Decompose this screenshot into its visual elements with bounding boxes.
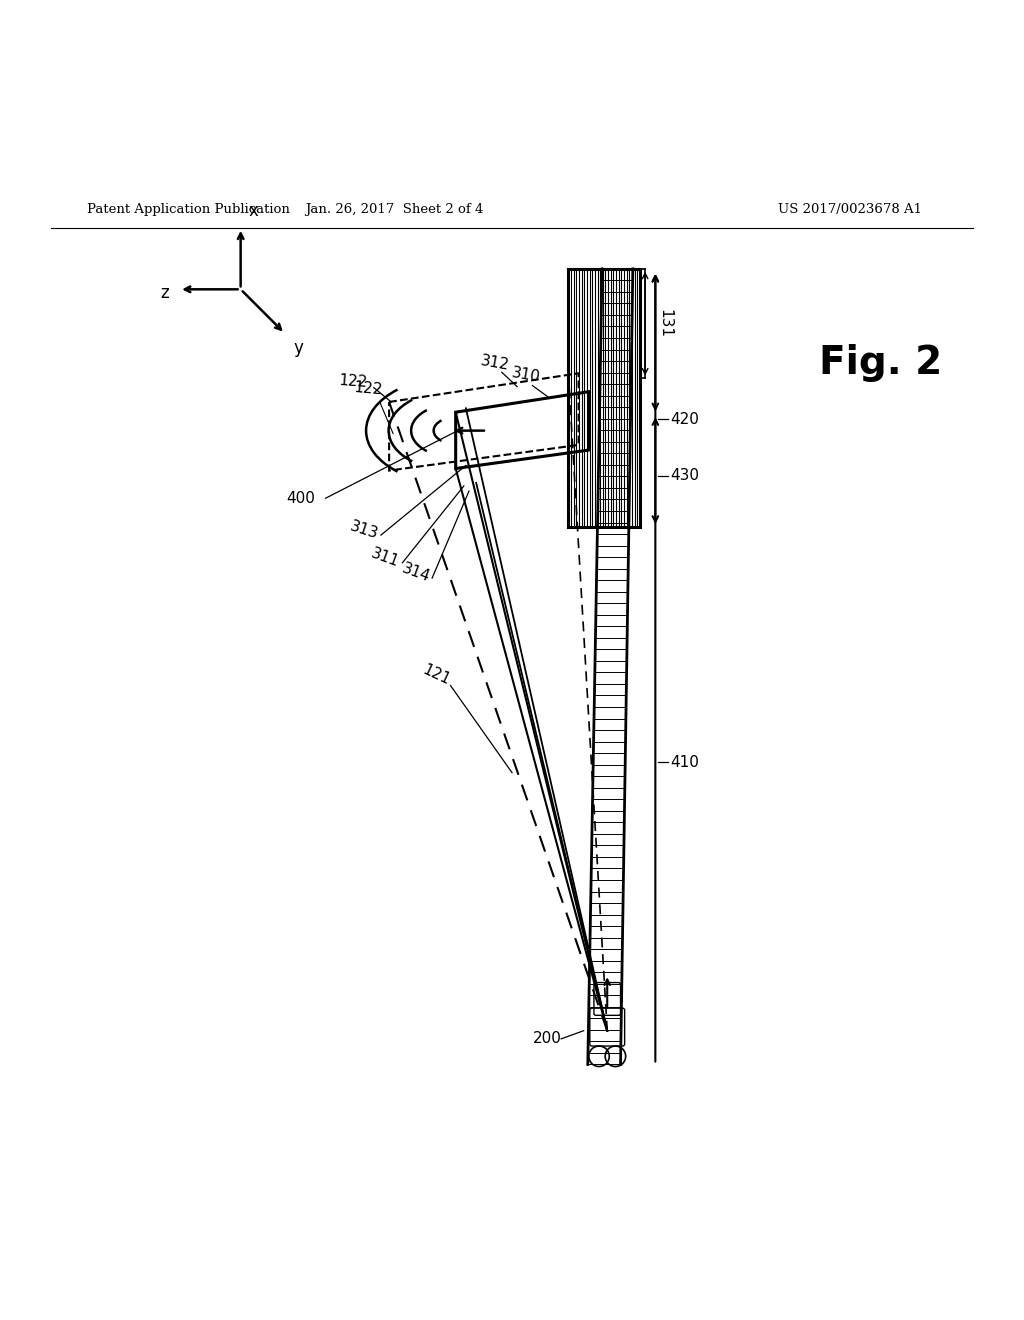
- Text: Fig. 2: Fig. 2: [819, 345, 942, 381]
- Text: 121: 121: [420, 663, 453, 688]
- Text: 400: 400: [287, 491, 315, 506]
- Text: z: z: [160, 284, 169, 302]
- Text: Jan. 26, 2017  Sheet 2 of 4: Jan. 26, 2017 Sheet 2 of 4: [305, 203, 483, 216]
- Text: y: y: [293, 339, 303, 356]
- Text: Patent Application Publication: Patent Application Publication: [87, 203, 290, 216]
- Text: 430: 430: [671, 469, 699, 483]
- Text: 200: 200: [532, 1031, 561, 1047]
- Text: 122: 122: [338, 374, 368, 389]
- Text: 314: 314: [399, 561, 432, 585]
- Text: 312: 312: [479, 354, 510, 374]
- Text: x: x: [249, 202, 259, 219]
- Text: 420: 420: [671, 412, 699, 426]
- Text: 131: 131: [657, 309, 673, 338]
- Text: 410: 410: [671, 755, 699, 770]
- Text: 313: 313: [348, 519, 381, 541]
- Text: US 2017/0023678 A1: US 2017/0023678 A1: [778, 203, 923, 216]
- Text: 311: 311: [369, 545, 401, 570]
- Text: 122: 122: [353, 380, 383, 397]
- Text: 310: 310: [510, 366, 541, 385]
